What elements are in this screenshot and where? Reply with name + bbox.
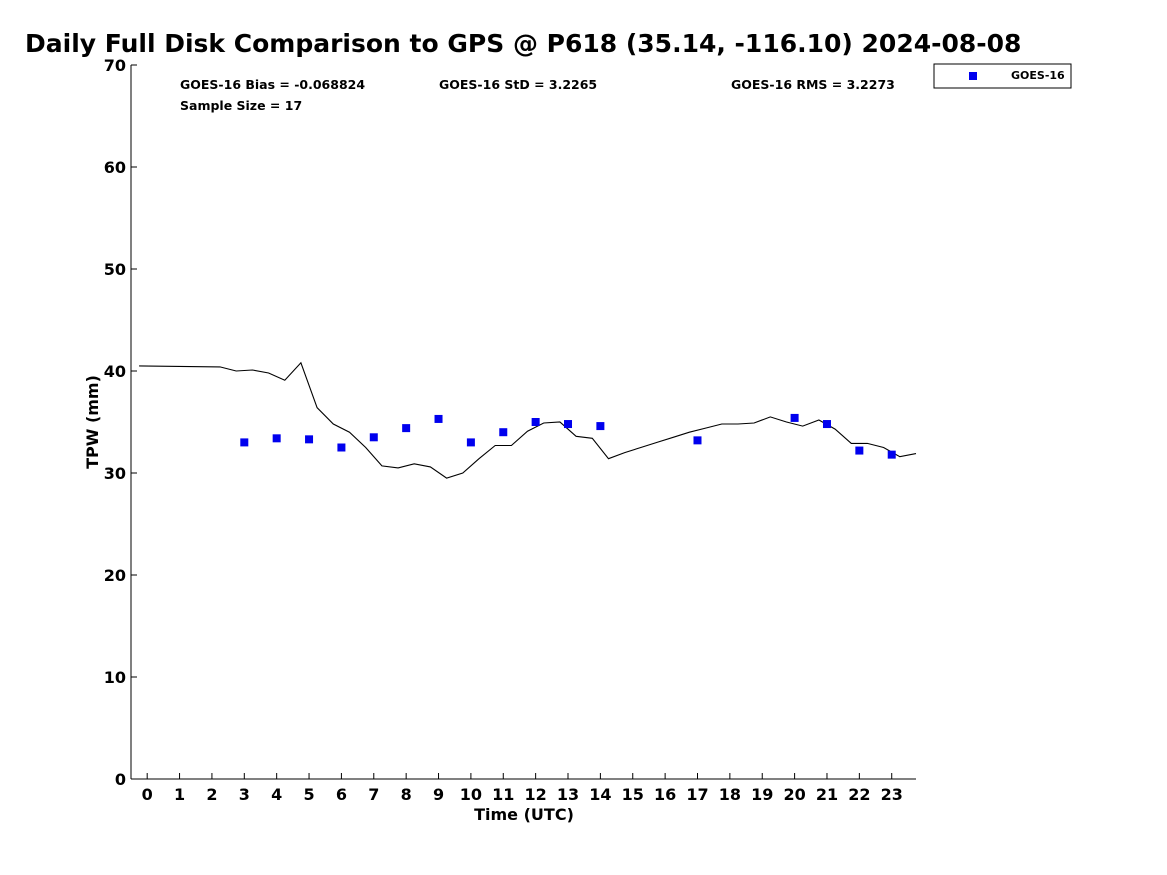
goes16-point (272, 434, 281, 443)
goes16-point (596, 422, 605, 431)
x-tick-label: 18 (719, 785, 741, 804)
y-tick-label: 60 (104, 158, 126, 177)
y-axis-label: TPW (mm) (83, 375, 102, 469)
rms-stat: GOES-16 RMS = 3.2273 (731, 77, 895, 92)
x-tick-label: 19 (751, 785, 773, 804)
x-tick-label: 20 (783, 785, 805, 804)
goes16-point (402, 424, 411, 433)
goes16-point (434, 414, 443, 423)
y-tick-label: 50 (104, 260, 126, 279)
goes16-point (855, 446, 864, 455)
x-tick-label: 11 (492, 785, 514, 804)
goes16-point (466, 438, 475, 447)
std-stat: GOES-16 StD = 3.2265 (439, 77, 597, 92)
goes16-point (693, 436, 702, 445)
goes16-point (790, 413, 799, 422)
x-tick-label: 13 (557, 785, 579, 804)
goes16-point (564, 420, 573, 429)
x-tick-label: 0 (142, 785, 153, 804)
x-tick-label: 12 (525, 785, 547, 804)
y-tick-label: 70 (104, 56, 126, 75)
x-tick-label: 7 (368, 785, 379, 804)
legend-label-goes16: GOES-16 (1011, 69, 1065, 82)
x-tick-label: 3 (239, 785, 250, 804)
x-tick-label: 2 (206, 785, 217, 804)
goes16-point (337, 443, 346, 452)
y-tick-label: 30 (104, 464, 126, 483)
x-tick-label: 15 (622, 785, 644, 804)
x-tick-label: 9 (433, 785, 444, 804)
x-tick-label: 23 (881, 785, 903, 804)
sample-size-stat: Sample Size = 17 (180, 98, 302, 113)
gps-series (139, 361, 917, 479)
y-tick-label: 20 (104, 566, 126, 585)
bias-stat: GOES-16 Bias = -0.068824 (180, 77, 365, 92)
x-tick-label: 21 (816, 785, 838, 804)
goes16-point (887, 450, 896, 459)
goes16-point (369, 433, 378, 442)
y-tick-label: 40 (104, 362, 126, 381)
x-axis-label: Time (UTC) (474, 805, 574, 824)
goes16-point (240, 438, 249, 447)
goes16-point (305, 435, 314, 444)
legend: GOES-16 (933, 63, 1072, 89)
x-tick-label: 6 (336, 785, 347, 804)
x-tick-label: 4 (271, 785, 282, 804)
x-ticks: 0 1 2 3 4 5 6 7 8 9 10 11 12 13 14 15 16 17 18 19 20 21 22 23 (142, 773, 903, 804)
goes16-point (531, 418, 540, 426)
y-ticks: 0 10 20 30 40 50 60 70 (104, 56, 137, 789)
chart-title: Daily Full Disk Comparison to GPS @ P618… (25, 29, 1021, 58)
x-tick-label: 22 (848, 785, 870, 804)
y-tick-label: 10 (104, 668, 126, 687)
gps-line (139, 361, 917, 479)
y-tick-label: 0 (115, 770, 126, 789)
legend-marker-goes16 (969, 72, 977, 80)
x-tick-label: 17 (686, 785, 708, 804)
legend-box (933, 63, 1072, 89)
goes16-point (499, 428, 508, 437)
x-tick-label: 5 (303, 785, 314, 804)
goes16-series (240, 413, 896, 459)
x-tick-label: 1 (174, 785, 185, 804)
x-tick-label: 14 (589, 785, 611, 804)
x-tick-label: 16 (654, 785, 676, 804)
goes16-point (822, 420, 831, 429)
x-tick-label: 8 (401, 785, 412, 804)
x-tick-label: 10 (460, 785, 482, 804)
